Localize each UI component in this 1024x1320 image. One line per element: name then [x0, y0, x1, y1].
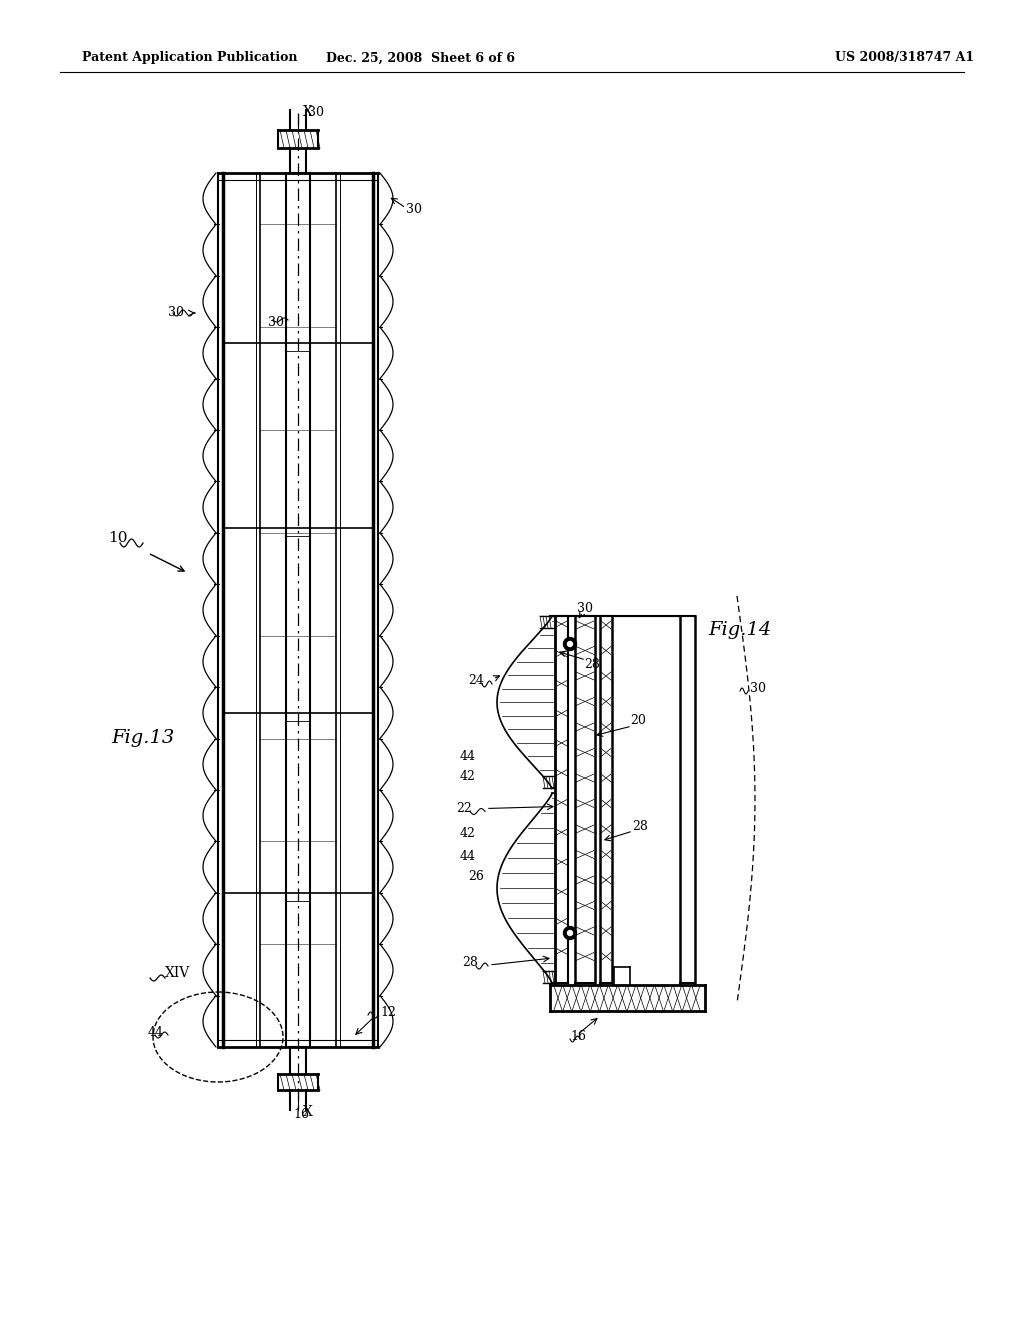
Text: 42: 42 — [460, 770, 476, 783]
Text: Dec. 25, 2008  Sheet 6 of 6: Dec. 25, 2008 Sheet 6 of 6 — [326, 51, 514, 65]
Text: XIV: XIV — [165, 966, 190, 979]
Circle shape — [567, 931, 572, 936]
Text: X: X — [303, 1105, 313, 1119]
Text: 28: 28 — [584, 657, 600, 671]
Text: 30: 30 — [577, 602, 593, 615]
Text: 16: 16 — [570, 1030, 586, 1043]
Text: 30: 30 — [406, 203, 422, 216]
Circle shape — [563, 927, 577, 940]
Text: 28: 28 — [632, 820, 648, 833]
Text: Fig.14: Fig.14 — [709, 620, 772, 639]
Text: 30: 30 — [168, 306, 184, 319]
Text: 30: 30 — [308, 106, 324, 119]
Text: X: X — [303, 106, 313, 119]
Text: 44: 44 — [148, 1026, 164, 1039]
Text: Fig.13: Fig.13 — [112, 729, 175, 747]
Text: 30: 30 — [268, 317, 284, 330]
Text: 10: 10 — [108, 531, 128, 545]
Text: US 2008/318747 A1: US 2008/318747 A1 — [836, 51, 975, 65]
Text: 26: 26 — [468, 870, 484, 883]
Text: 44: 44 — [460, 850, 476, 863]
Text: Patent Application Publication: Patent Application Publication — [82, 51, 298, 65]
Text: 28: 28 — [462, 957, 478, 969]
Circle shape — [567, 642, 572, 647]
Text: 16: 16 — [293, 1107, 309, 1121]
Text: 22: 22 — [456, 803, 472, 814]
Circle shape — [563, 638, 577, 651]
Text: 30: 30 — [750, 681, 766, 694]
Text: 44: 44 — [460, 750, 476, 763]
Text: 20: 20 — [630, 714, 646, 727]
Text: 24: 24 — [468, 675, 484, 688]
Text: 42: 42 — [460, 828, 476, 840]
Text: 12: 12 — [380, 1006, 396, 1019]
